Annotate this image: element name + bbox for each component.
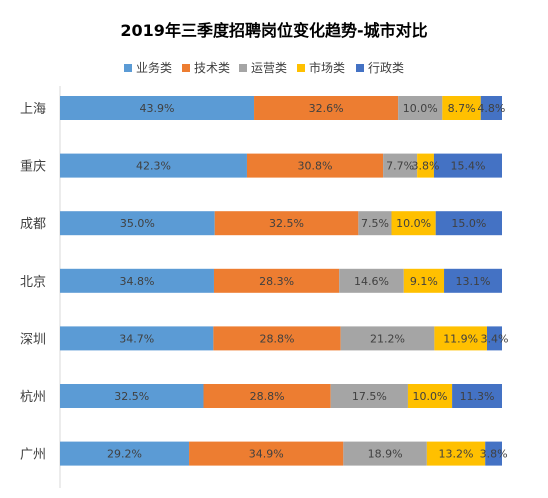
bar-segment bbox=[60, 326, 214, 351]
legend-label: 业务类 bbox=[136, 60, 172, 75]
bar-segment bbox=[254, 96, 399, 120]
data-label: 29.2% bbox=[107, 448, 142, 461]
bar-segment bbox=[442, 96, 481, 120]
bar-segment bbox=[398, 96, 443, 120]
legend-label: 运营类 bbox=[251, 61, 287, 75]
category-label: 深圳 bbox=[20, 332, 46, 347]
bar-segment bbox=[340, 326, 435, 351]
legend-swatch bbox=[356, 64, 364, 72]
data-label: 9.1% bbox=[410, 275, 438, 288]
category-label: 广州 bbox=[20, 448, 46, 463]
data-labels: 43.9% 32.6% 10.0% 8.7% 4.8%42.3% 30.8% 7.7%3.8… bbox=[107, 102, 508, 461]
bar-series bbox=[60, 96, 502, 466]
data-label: 21.2% bbox=[370, 332, 405, 345]
data-label: 3.8% bbox=[412, 160, 440, 173]
data-label: 28.3% bbox=[259, 275, 294, 288]
data-label: 15.0% bbox=[451, 217, 486, 230]
bar-segment bbox=[452, 384, 502, 408]
bar-segment bbox=[403, 268, 445, 293]
data-label: 30.8% bbox=[298, 160, 333, 173]
data-label: 11.3% bbox=[460, 390, 495, 403]
category-label: 北京 bbox=[20, 275, 46, 290]
legend-label: 市场类 bbox=[309, 60, 345, 75]
bar-segment bbox=[426, 441, 486, 466]
data-label: 18.9% bbox=[368, 448, 403, 461]
bar-segment bbox=[480, 96, 502, 120]
bar-segment bbox=[417, 153, 434, 178]
data-label: 11.9% bbox=[443, 332, 478, 345]
data-label: 28.8% bbox=[250, 390, 285, 403]
category-label: 成都 bbox=[20, 217, 46, 232]
bar-segment bbox=[213, 326, 341, 351]
data-label: 7.7% bbox=[386, 160, 414, 173]
data-label: 34.7% bbox=[119, 332, 154, 345]
data-label: 4.8% bbox=[477, 102, 505, 115]
bar-segment bbox=[434, 326, 487, 351]
data-label: 32.5% bbox=[269, 217, 304, 230]
bar-segment bbox=[213, 268, 340, 293]
data-label: 3.4% bbox=[481, 332, 509, 345]
data-label: 32.5% bbox=[114, 390, 149, 403]
chart-title: 2019年三季度招聘岗位变化趋势-城市对比 bbox=[120, 21, 427, 40]
bar-segment bbox=[246, 153, 384, 178]
bar-segment bbox=[391, 211, 436, 236]
bar-segment bbox=[60, 96, 255, 120]
bar-segment bbox=[214, 211, 359, 236]
bar-segment bbox=[358, 211, 392, 236]
data-label: 10.0% bbox=[403, 102, 438, 115]
data-label: 42.3% bbox=[136, 160, 171, 173]
bar-segment bbox=[203, 384, 331, 408]
data-label: 10.0% bbox=[396, 217, 431, 230]
category-label: 上海 bbox=[20, 102, 46, 117]
legend-swatch bbox=[239, 64, 247, 72]
legend-swatch bbox=[297, 64, 305, 72]
data-label: 34.8% bbox=[120, 275, 155, 288]
legend-label: 技术类 bbox=[194, 61, 230, 75]
bar-segment bbox=[435, 211, 502, 236]
data-label: 14.6% bbox=[354, 275, 389, 288]
category-label: 杭州 bbox=[20, 390, 46, 405]
data-label: 43.9% bbox=[140, 102, 175, 115]
bar-segment bbox=[60, 153, 247, 178]
bar-segment bbox=[189, 441, 344, 466]
data-label: 28.8% bbox=[260, 332, 295, 345]
bar-segment bbox=[485, 441, 502, 466]
bar-segment bbox=[444, 268, 502, 293]
bar-segment bbox=[60, 268, 214, 293]
bar-segment bbox=[60, 211, 215, 236]
bar-segment bbox=[407, 384, 453, 408]
bar-segment bbox=[60, 384, 204, 408]
data-label: 17.5% bbox=[352, 390, 387, 403]
bar-segment bbox=[486, 326, 502, 351]
data-label: 7.5% bbox=[361, 217, 389, 230]
data-label: 13.2% bbox=[439, 448, 474, 461]
legend-label: 行政类 bbox=[368, 61, 404, 75]
category-label: 重庆 bbox=[20, 159, 46, 175]
bar-segment bbox=[383, 153, 418, 178]
legend-swatch bbox=[124, 64, 132, 72]
bar-segment bbox=[330, 384, 408, 408]
data-label: 8.7% bbox=[448, 102, 476, 115]
bar-segment bbox=[433, 153, 502, 178]
data-label: 10.0% bbox=[413, 390, 448, 403]
legend-swatch bbox=[182, 64, 190, 72]
data-label: 35.0% bbox=[120, 217, 155, 230]
data-label: 13.1% bbox=[456, 275, 491, 288]
bar-segment bbox=[60, 441, 190, 466]
data-label: 3.8% bbox=[480, 448, 508, 461]
data-label: 34.9% bbox=[249, 448, 284, 461]
bar-segment bbox=[343, 441, 427, 466]
data-label: 32.6% bbox=[309, 102, 344, 115]
legend: 业务类 技术类 运营类 市场类 行政类 bbox=[124, 60, 404, 75]
data-label: 15.4% bbox=[450, 160, 485, 173]
bar-segment bbox=[339, 268, 404, 293]
